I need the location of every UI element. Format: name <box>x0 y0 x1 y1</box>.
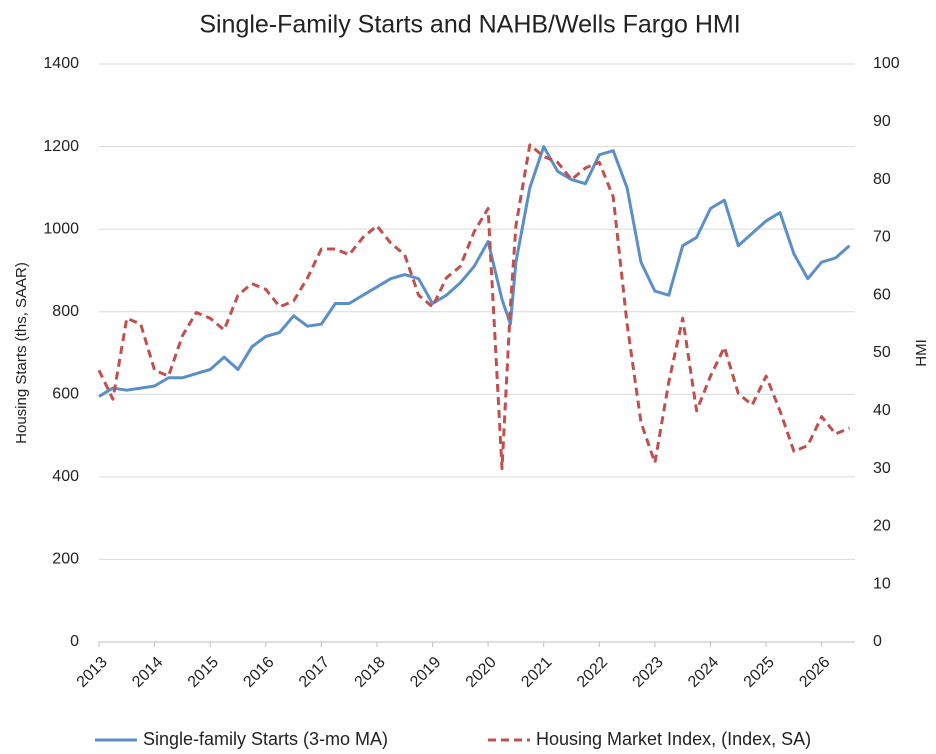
legend-label: Housing Market Index, (Index, SA) <box>536 729 811 749</box>
y2-tick-label: 90 <box>873 113 891 130</box>
x-tick-label: 2026 <box>796 654 833 691</box>
y2-tick-label: 30 <box>873 460 891 477</box>
y-tick-label: 1200 <box>43 138 79 155</box>
y-tick-label: 1000 <box>43 220 79 237</box>
y-tick-label: 400 <box>52 468 79 485</box>
y-tick-label: 200 <box>52 551 79 568</box>
legend-label: Single-family Starts (3-mo MA) <box>143 729 388 749</box>
x-tick-label: 2025 <box>741 654 778 691</box>
y-tick-label: 0 <box>70 633 79 650</box>
y-tick-label: 800 <box>52 303 79 320</box>
y-tick-label: 1400 <box>43 55 79 72</box>
y2-tick-label: 10 <box>873 575 891 592</box>
y2-tick-label: 40 <box>873 402 891 419</box>
y2-axis-label: HMI <box>913 339 930 367</box>
y2-tick-label: 50 <box>873 344 891 361</box>
y2-tick-label: 80 <box>873 171 891 188</box>
y-axis-label: Housing Starts (ths, SAAR) <box>13 262 30 444</box>
x-tick-label: 2014 <box>129 654 166 691</box>
x-tick-label: 2024 <box>685 654 722 691</box>
chart-title: Single-Family Starts and NAHB/Wells Farg… <box>199 11 740 39</box>
x-tick-label: 2013 <box>74 654 111 691</box>
x-tick-label: 2022 <box>574 654 611 691</box>
y2-tick-label: 60 <box>873 286 891 303</box>
x-tick-label: 2021 <box>518 654 555 691</box>
y2-tick-label: 20 <box>873 518 891 535</box>
y2-tick-label: 100 <box>873 55 900 72</box>
x-tick-label: 2019 <box>407 654 444 691</box>
x-tick-label: 2017 <box>296 654 333 691</box>
x-tick-label: 2016 <box>240 654 277 691</box>
x-tick-label: 2020 <box>463 654 500 691</box>
x-tick-label: 2015 <box>185 654 222 691</box>
y2-tick-label: 70 <box>873 229 891 246</box>
y-tick-label: 600 <box>52 386 79 403</box>
x-tick-label: 2018 <box>352 654 389 691</box>
x-tick-label: 2023 <box>630 654 667 691</box>
y2-tick-label: 0 <box>873 633 882 650</box>
series-line <box>98 145 851 398</box>
series-line <box>97 143 850 471</box>
